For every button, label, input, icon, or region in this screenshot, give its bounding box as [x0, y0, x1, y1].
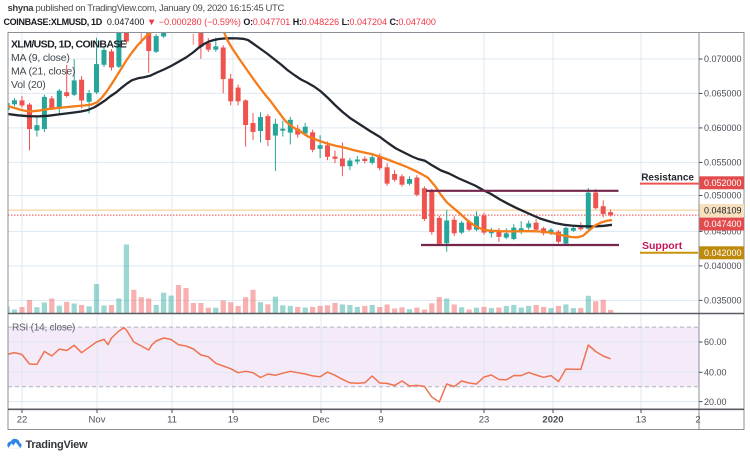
svg-text:2: 2 [695, 415, 700, 426]
svg-text:13: 13 [636, 415, 647, 426]
svg-text:0.045000: 0.045000 [704, 227, 742, 237]
svg-text:20.00: 20.00 [704, 397, 727, 407]
svg-text:0.040000: 0.040000 [704, 261, 742, 271]
svg-text:11: 11 [167, 415, 177, 426]
svg-text:0.065000: 0.065000 [704, 89, 742, 99]
svg-text:0.052000: 0.052000 [704, 178, 742, 188]
svg-text:0.042000: 0.042000 [704, 248, 742, 258]
svg-text:2020: 2020 [542, 415, 563, 426]
svg-text:Dec: Dec [313, 415, 330, 426]
svg-text:MA (21, close): MA (21, close) [11, 66, 75, 78]
svg-text:22: 22 [17, 415, 28, 426]
svg-text:9: 9 [378, 415, 383, 426]
svg-text:0.070000: 0.070000 [704, 54, 742, 64]
svg-text:Nov: Nov [89, 415, 106, 426]
svg-text:40.00: 40.00 [704, 368, 727, 378]
svg-text:23: 23 [479, 415, 490, 426]
svg-text:RSI (14, close): RSI (14, close) [12, 323, 75, 334]
svg-text:Vol (20): Vol (20) [11, 79, 46, 91]
svg-text:Support: Support [642, 240, 683, 252]
svg-text:0.060000: 0.060000 [704, 123, 742, 133]
svg-text:60.00: 60.00 [704, 337, 727, 347]
svg-text:XLM/USD, 1D, COINBASE: XLM/USD, 1D, COINBASE [11, 39, 127, 51]
svg-text:0.048109: 0.048109 [704, 206, 742, 216]
svg-text:Resistance: Resistance [641, 173, 694, 184]
svg-text:0.035000: 0.035000 [704, 296, 742, 306]
svg-text:0.050000: 0.050000 [704, 191, 742, 201]
svg-text:0.055000: 0.055000 [704, 158, 742, 168]
svg-text:19: 19 [228, 415, 239, 426]
svg-text:0.047400: 0.047400 [704, 219, 742, 229]
svg-text:MA (9, close): MA (9, close) [11, 52, 70, 64]
